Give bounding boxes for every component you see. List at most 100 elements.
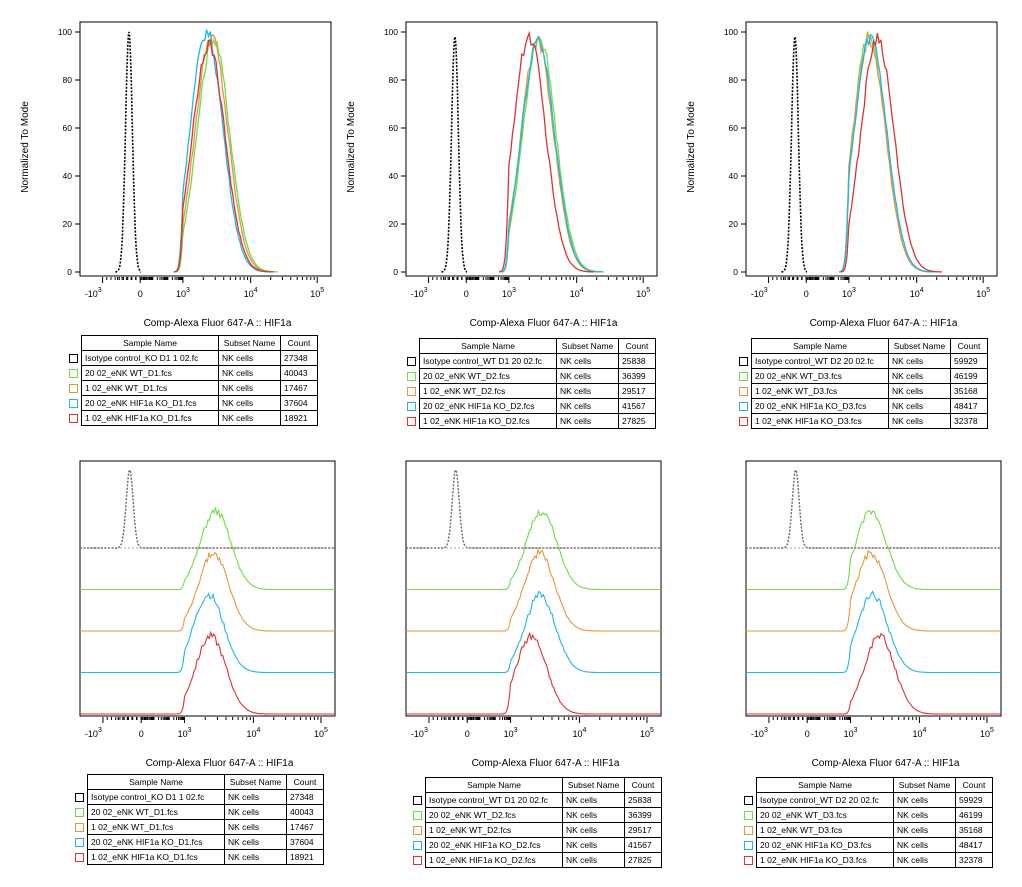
legend-sample-name: 20 02_eNK WT_D3.fcs	[751, 368, 889, 384]
legend-sample-name: 1 02_eNK WT_D3.fcs	[751, 383, 889, 399]
legend-count: 27348	[280, 350, 318, 366]
plot-frame	[79, 460, 336, 717]
legend-subset-name: NK cells	[562, 792, 625, 808]
legend-swatch-icon	[739, 371, 748, 381]
histogram-line-series-1	[781, 36, 808, 273]
legend-header-subset: Subset Name	[893, 777, 956, 793]
legend-subset-name: NK cells	[224, 834, 287, 850]
legend-swatch-cell	[737, 353, 752, 369]
legend-sample-name: 1 02_eNK HIF1a KO_D3.fcs	[751, 413, 889, 429]
legend-swatch-icon	[75, 837, 84, 847]
legend-header-subset: Subset Name	[556, 338, 619, 354]
legend-swatch-icon	[69, 398, 78, 408]
legend-swatch-icon	[407, 386, 416, 396]
y-axis-title: Normalized To Mode	[686, 101, 697, 193]
x-tick-label: 103	[842, 287, 856, 299]
x-tick-label: -103	[85, 727, 102, 739]
legend-sample-name: Isotype control_WT D1 20 02.fc	[419, 353, 557, 369]
legend-row: Isotype control_KO D1 1 02.fc NK cells 273…	[73, 789, 324, 805]
x-tick-label: 103	[502, 287, 516, 299]
legend-row: 20 02_eNK HIF1a KO_D1.fcs NK cells 37604	[67, 395, 318, 411]
legend-sample-name: Isotype control_KO D1 1 02.fc	[87, 789, 225, 805]
legend-subset-name: NK cells	[556, 353, 619, 369]
x-tick-label: 105	[980, 727, 994, 739]
legend-swatch-icon	[69, 368, 78, 378]
legend-row: 20 02_eNK WT_D2.fcs NK cells 36399	[411, 807, 662, 823]
legend-row: Isotype control_WT D1 20 02.fc NK cells 25…	[411, 792, 662, 808]
legend-count: 17467	[280, 380, 318, 396]
legend-table-2: Sample Name Subset Name Count Isotype contr…	[405, 338, 656, 429]
legend-header-subset: Subset Name	[562, 777, 625, 793]
legend-subset-name: NK cells	[888, 398, 951, 414]
x-tick-label: -103	[411, 287, 428, 299]
legend-swatch-icon	[413, 855, 422, 865]
y-tick-label: 100	[384, 27, 398, 37]
legend-header-count: Count	[280, 335, 318, 351]
legend-header-row: Sample Name Subset Name Count	[411, 777, 662, 793]
x-tick-label: 0	[805, 729, 810, 739]
legend-table-6: Sample Name Subset Name Count Isotype contr…	[742, 777, 993, 868]
legend-row: 20 02_eNK WT_D3.fcs NK cells 46199	[742, 807, 993, 823]
legend-swatch-cell	[411, 807, 426, 823]
legend-header-subset: Subset Name	[888, 338, 951, 354]
x-axis-title: Comp-Alexa Fluor 647-A :: HIF1a	[470, 318, 618, 329]
legend-header-subset: Subset Name	[218, 335, 281, 351]
legend-sample-name: 20 02_eNK HIF1a KO_D3.fcs	[751, 398, 889, 414]
legend-row: 1 02_eNK WT_D2.fcs NK cells 29517	[405, 383, 656, 399]
x-axis-title: Comp-Alexa Fluor 647-A :: HIF1a	[810, 318, 958, 329]
legend-table-3: Sample Name Subset Name Count Isotype contr…	[737, 338, 988, 429]
legend-header-blank	[73, 775, 88, 790]
legend-count: 35168	[950, 383, 988, 399]
legend-subset-name: NK cells	[218, 380, 281, 396]
legend-swatch-icon	[739, 416, 748, 426]
legend-swatch-cell	[405, 383, 420, 399]
plot-frame	[405, 21, 658, 277]
legend-subset-name: NK cells	[556, 398, 619, 414]
x-axis-ticks	[768, 277, 984, 283]
legend-subset-name: NK cells	[893, 822, 956, 838]
histogram-offset-series-4	[406, 590, 661, 674]
legend-sample-name: 1 02_eNK HIF1a KO_D3.fcs	[756, 852, 894, 868]
legend-sample-name: 20 02_eNK WT_D2.fcs	[425, 807, 563, 823]
legend-row: Isotype control_WT D1 20 02.fc NK cells 25…	[405, 353, 656, 369]
legend-swatch-cell	[67, 350, 82, 366]
y-tick-label: 20	[729, 219, 739, 229]
legend-swatch-cell	[405, 398, 420, 414]
legend-table-5: Sample Name Subset Name Count Isotype contr…	[411, 777, 662, 868]
legend-header-sample: Sample Name	[87, 774, 225, 790]
legend-count: 46199	[950, 368, 988, 384]
legend-swatch-icon	[413, 810, 422, 820]
histogram-line-series-4	[839, 33, 936, 273]
legend-row: 1 02_eNK WT_D3.fcs NK cells 35168	[737, 383, 988, 399]
legend-sample-name: Isotype control_KO D1 1 02.fc	[81, 350, 219, 366]
legend-row: 20 02_eNK HIF1a KO_D2.fcs NK cells 41567	[405, 398, 656, 414]
legend-header-blank	[742, 778, 757, 793]
histogram-offset-series-2	[746, 509, 1001, 591]
legend-subset-name: NK cells	[888, 353, 951, 369]
y-tick-label: 40	[389, 171, 399, 181]
legend-count: 29517	[618, 383, 656, 399]
legend-row: 1 02_eNK HIF1a KO_D1.fcs NK cells 18921	[73, 849, 324, 865]
legend-sample-name: 1 02_eNK HIF1a KO_D2.fcs	[419, 413, 557, 429]
legend-swatch-icon	[69, 413, 78, 423]
x-axis-ticks	[102, 277, 318, 283]
plot-frame	[745, 21, 998, 277]
legend-row: Isotype control_WT D2 20 02.fc NK cells 59…	[742, 792, 993, 808]
legend-sample-name: 20 02_eNK WT_D1.fcs	[81, 365, 219, 381]
x-tick-label: 105	[640, 727, 654, 739]
legend-count: 37604	[280, 395, 318, 411]
legend-header-subset: Subset Name	[224, 774, 287, 790]
legend-row: 1 02_eNK HIF1a KO_D1.fcs NK cells 18921	[67, 410, 318, 426]
legend-swatch-cell	[411, 822, 426, 838]
legend-swatch-cell	[67, 365, 82, 381]
legend-swatch-icon	[744, 840, 753, 850]
legend-swatch-cell	[73, 834, 88, 850]
legend-swatch-icon	[69, 383, 78, 393]
x-tick-label: 103	[504, 727, 518, 739]
legend-swatch-cell	[73, 789, 88, 805]
legend-count: 29517	[624, 822, 662, 838]
